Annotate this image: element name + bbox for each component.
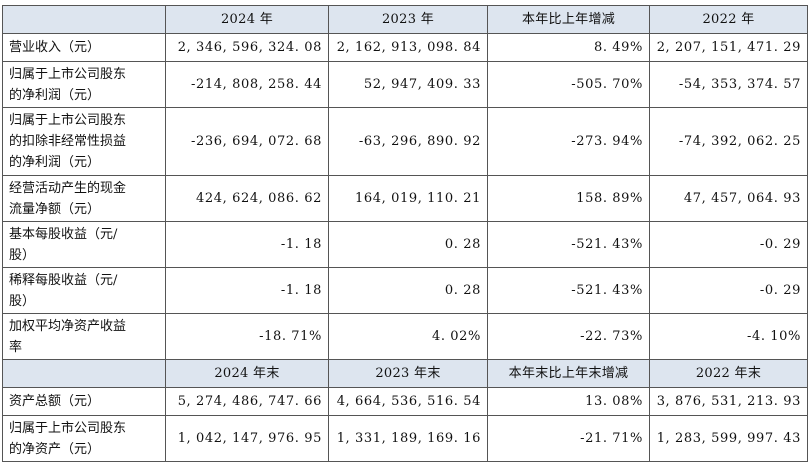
- row-label-line: 资产总额（元）: [9, 394, 101, 409]
- value-cell-2024: -1. 18: [165, 221, 329, 268]
- header-cell-2022: 2022 年: [649, 5, 808, 34]
- value-cell-2024: -214, 808, 258. 44: [165, 61, 329, 108]
- row-label: 资产总额（元）: [2, 387, 166, 416]
- value-cell-2023: 4. 02%: [328, 313, 488, 360]
- row-label-line: 基本每股收益（元/: [9, 226, 118, 242]
- value-cell-2024: -18. 71%: [165, 313, 329, 360]
- table-row-total-assets: 资产总额（元） 5, 274, 486, 747. 66 4, 664, 536…: [2, 387, 808, 416]
- row-label-line: 稀释每股收益（元/: [9, 272, 118, 288]
- value-cell-2022: -0. 29: [649, 221, 808, 268]
- value-cell-2024: -236, 694, 072. 68: [165, 107, 329, 176]
- value-cell-change: -273. 94%: [487, 107, 650, 176]
- row-label-line: 流量净额（元）: [9, 201, 101, 217]
- value-cell-2022: 47, 457, 064. 93: [649, 175, 808, 222]
- table-row-net-profit: 归属于上市公司股东 的净利润（元） -214, 808, 258. 44 52,…: [2, 61, 808, 108]
- value-cell-2023: 52, 947, 409. 33: [328, 61, 488, 108]
- table-row-operating-cash-flow: 经营活动产生的现金 流量净额（元） 424, 624, 086. 62 164,…: [2, 175, 808, 222]
- row-label-line: 营业收入（元）: [9, 40, 101, 55]
- row-label-line: 的净利润（元）: [9, 155, 101, 170]
- value-cell-2024: 424, 624, 086. 62: [165, 175, 329, 222]
- value-cell-change: -21. 71%: [487, 415, 650, 462]
- value-cell-2022: -54, 353, 374. 57: [649, 61, 808, 108]
- row-label: 归属于上市公司股东 的扣除非经常性损益 的净利润（元）: [2, 107, 166, 176]
- row-label: 加权平均净资产收益 率: [2, 313, 166, 360]
- row-label: 基本每股收益（元/ 股）: [2, 221, 166, 268]
- value-cell-change: 158. 89%: [487, 175, 650, 222]
- row-label-line: 的扣除非经常性损益: [9, 134, 127, 149]
- header-cell-2023: 2023 年: [328, 5, 488, 34]
- row-label-line: 股）: [9, 247, 36, 263]
- row-label: 归属于上市公司股东 的净资产（元）: [2, 415, 166, 462]
- header-cell-2024-end: 2024 年末: [165, 359, 329, 388]
- value-cell-change: 8. 49%: [487, 33, 650, 62]
- value-cell-change: -521. 43%: [487, 267, 650, 314]
- header-row-year-end: 2024 年末 2023 年末 本年末比上年末增减 2022 年末: [2, 359, 808, 388]
- value-cell-2024: 1, 042, 147, 976. 95: [165, 415, 329, 462]
- row-label-line: 的净资产（元）: [9, 441, 101, 457]
- header-cell-blank: [2, 5, 166, 34]
- header-row-annual: 2024 年 2023 年 本年比上年增减 2022 年: [2, 5, 808, 34]
- value-cell-2023: -63, 296, 890. 92: [328, 107, 488, 176]
- table-row-weighted-roe: 加权平均净资产收益 率 -18. 71% 4. 02% -22. 73% -4.…: [2, 313, 808, 360]
- header-cell-2022-end: 2022 年末: [649, 359, 808, 388]
- value-cell-2023: 164, 019, 110. 21: [328, 175, 488, 222]
- value-cell-2023: 1, 331, 189, 169. 16: [328, 415, 488, 462]
- row-label: 营业收入（元）: [2, 33, 166, 62]
- value-cell-2024: -1. 18: [165, 267, 329, 314]
- row-label: 稀释每股收益（元/ 股）: [2, 267, 166, 314]
- value-cell-change: -505. 70%: [487, 61, 650, 108]
- row-label-line: 归属于上市公司股东: [9, 66, 127, 82]
- header-cell-blank: [2, 359, 166, 388]
- row-label-line: 归属于上市公司股东: [9, 113, 127, 128]
- value-cell-2023: 4, 664, 536, 516. 54: [328, 387, 488, 416]
- table-row-basic-eps: 基本每股收益（元/ 股） -1. 18 0. 28 -521. 43% -0. …: [2, 221, 808, 268]
- row-label-line: 的净利润（元）: [9, 87, 101, 103]
- header-cell-change: 本年比上年增减: [487, 5, 650, 34]
- value-cell-2024: 5, 274, 486, 747. 66: [165, 387, 329, 416]
- row-label: 经营活动产生的现金 流量净额（元）: [2, 175, 166, 222]
- row-label-line: 股）: [9, 293, 36, 309]
- table-body: 2024 年 2023 年 本年比上年增减 2022 年 营业收入（元） 2, …: [2, 5, 808, 462]
- row-label-line: 归属于上市公司股东: [9, 420, 127, 436]
- header-cell-2024: 2024 年: [165, 5, 329, 34]
- value-cell-2022: -74, 392, 062. 25: [649, 107, 808, 176]
- row-label-line: 加权平均净资产收益: [9, 318, 127, 334]
- value-cell-change: 13. 08%: [487, 387, 650, 416]
- table-row-net-assets: 归属于上市公司股东 的净资产（元） 1, 042, 147, 976. 95 1…: [2, 415, 808, 462]
- value-cell-2022: -0. 29: [649, 267, 808, 314]
- row-label-line: 经营活动产生的现金: [9, 180, 127, 196]
- table-row-revenue: 营业收入（元） 2, 346, 596, 324. 08 2, 162, 913…: [2, 33, 808, 62]
- row-label-line: 率: [9, 339, 23, 355]
- row-label: 归属于上市公司股东 的净利润（元）: [2, 61, 166, 108]
- value-cell-2023: 0. 28: [328, 221, 488, 268]
- value-cell-2024: 2, 346, 596, 324. 08: [165, 33, 329, 62]
- value-cell-2022: 1, 283, 599, 997. 43: [649, 415, 808, 462]
- header-cell-2023-end: 2023 年末: [328, 359, 488, 388]
- value-cell-2022: 2, 207, 151, 471. 29: [649, 33, 808, 62]
- value-cell-change: -521. 43%: [487, 221, 650, 268]
- table-row-diluted-eps: 稀释每股收益（元/ 股） -1. 18 0. 28 -521. 43% -0. …: [2, 267, 808, 314]
- value-cell-change: -22. 73%: [487, 313, 650, 360]
- header-cell-change: 本年末比上年末增减: [487, 359, 650, 388]
- value-cell-2022: -4. 10%: [649, 313, 808, 360]
- value-cell-2022: 3, 876, 531, 213. 93: [649, 387, 808, 416]
- table-row-deducted-net-profit: 归属于上市公司股东 的扣除非经常性损益 的净利润（元） -236, 694, 0…: [2, 107, 808, 176]
- value-cell-2023: 0. 28: [328, 267, 488, 314]
- financial-summary-table: 2024 年 2023 年 本年比上年增减 2022 年 营业收入（元） 2, …: [2, 5, 808, 462]
- value-cell-2023: 2, 162, 913, 098. 84: [328, 33, 488, 62]
